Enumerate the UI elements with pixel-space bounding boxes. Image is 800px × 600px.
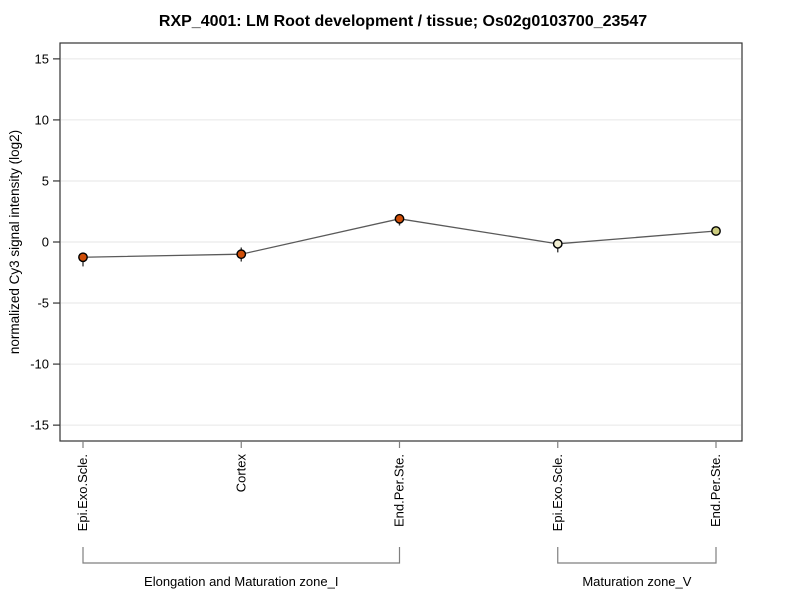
group-label: Maturation zone_V bbox=[582, 574, 691, 589]
x-tick-label: End.Per.Ste. bbox=[708, 454, 723, 527]
x-tick-label: Epi.Exo.Scle. bbox=[75, 454, 90, 531]
group-label: Elongation and Maturation zone_I bbox=[144, 574, 338, 589]
y-tick-label: 0 bbox=[42, 235, 49, 250]
y-tick-label: 15 bbox=[35, 51, 49, 66]
y-tick-label: 10 bbox=[35, 112, 49, 127]
data-point bbox=[236, 249, 247, 260]
group-bracket bbox=[557, 547, 717, 564]
chart-title: RXP_4001: LM Root development / tissue; … bbox=[159, 13, 647, 30]
x-tick-label: Cortex bbox=[233, 454, 248, 493]
plot-area: 15 10 5 0 -5 -10 -15 Epi.Exo.Scle. Cortex End.Per… bbox=[30, 42, 743, 589]
data-point bbox=[552, 238, 563, 249]
data-point bbox=[711, 226, 721, 236]
y-tick-label: -15 bbox=[30, 418, 49, 433]
data-point bbox=[394, 213, 405, 224]
group-bracket bbox=[82, 547, 401, 564]
y-axis-title: normalized Cy3 signal intensity (log2) bbox=[7, 130, 22, 354]
x-tick-label: Epi.Exo.Scle. bbox=[550, 454, 565, 531]
y-tick-label: -5 bbox=[37, 296, 49, 311]
x-tick-label: End.Per.Ste. bbox=[392, 454, 407, 527]
y-tick-label: 5 bbox=[42, 173, 49, 188]
y-tick-label: -10 bbox=[30, 357, 49, 372]
data-point bbox=[78, 252, 88, 263]
